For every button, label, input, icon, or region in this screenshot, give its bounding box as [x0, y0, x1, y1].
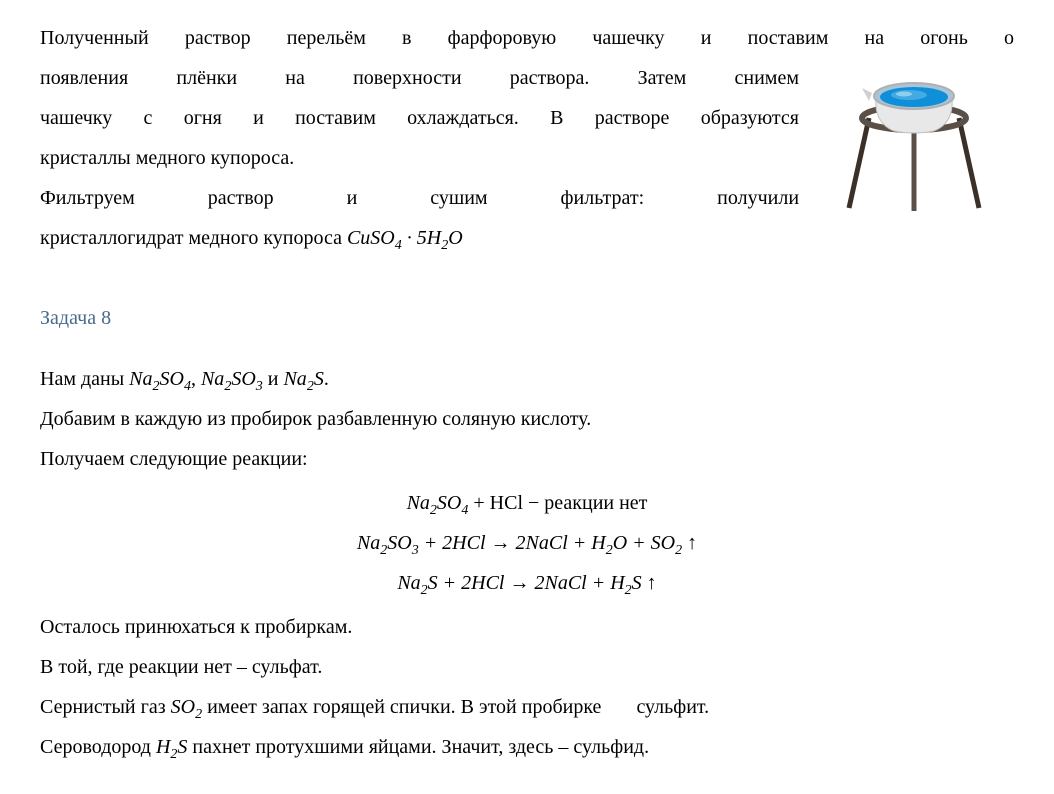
top-section: Полученный раствор перельём в фарфоровую…: [40, 20, 1014, 260]
equations-block: Na2SO4 + HCl − реакции нет Na2SO3 + 2HCl…: [40, 485, 1014, 601]
wrapped-text-block: появления плёнки на поверхности раствора…: [40, 60, 799, 260]
crucible-image: [814, 60, 1014, 215]
conclusion-line-4: Сероводород H2S пахнет протухшими яйцами…: [40, 729, 1014, 765]
paragraph-line-3: чашечку с огня и поставим охлаждаться. В…: [40, 100, 799, 136]
equation-3: Na2S + 2HCl → 2NaCl + H2S ↑: [40, 565, 1014, 601]
task-body: Нам даны Na2SO4, Na2SO3 и Na2S. Добавим …: [40, 361, 1014, 765]
equation-2: Na2SO3 + 2HCl → 2NaCl + H2O + SO2 ↑: [40, 525, 1014, 561]
conclusion-line-3: Сернистый газ SO2 имеет запах горящей сп…: [40, 689, 1014, 725]
conclusion-line-1: Осталось принюхаться к пробиркам.: [40, 609, 1014, 645]
task-title: Задача 8: [40, 300, 1014, 336]
equation-1: Na2SO4 + HCl − реакции нет: [40, 485, 1014, 521]
task-line-2: Добавим в каждую из пробирок разбавленну…: [40, 401, 1014, 437]
paragraph-line-2: появления плёнки на поверхности раствора…: [40, 60, 799, 96]
paragraph-line-6: кристаллогидрат медного купороса CuSO4 ·…: [40, 220, 799, 256]
paragraph-line-5: Фильтруем раствор и сушим фильтрат: полу…: [40, 180, 799, 216]
crucible-on-stand-illustration: [824, 63, 1004, 213]
paragraph-line-1: Полученный раствор перельём в фарфоровую…: [40, 20, 1014, 56]
conclusion-block: Осталось принюхаться к пробиркам. В той,…: [40, 609, 1014, 765]
wrapped-content: появления плёнки на поверхности раствора…: [40, 60, 1014, 260]
given-line: Нам даны Na2SO4, Na2SO3 и Na2S.: [40, 361, 1014, 397]
paragraph-line-4: кристаллы медного купороса.: [40, 140, 799, 176]
task-line-3: Получаем следующие реакции:: [40, 441, 1014, 477]
conclusion-line-2: В той, где реакции нет – сульфат.: [40, 649, 1014, 685]
